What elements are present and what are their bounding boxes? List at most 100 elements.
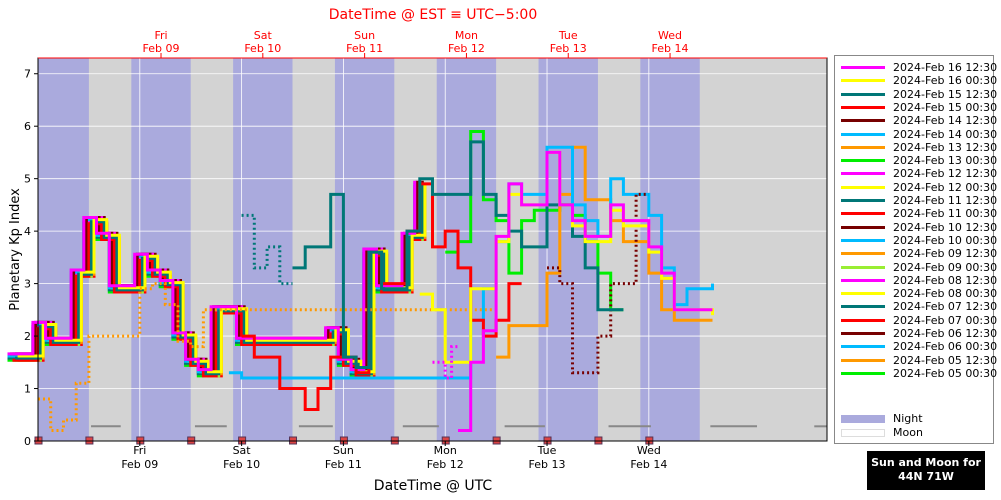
top-tick-day: Wed [658, 29, 682, 42]
legend-swatch [841, 199, 885, 202]
legend-label: 2024-Feb 12 12:30 [893, 167, 998, 181]
night-band [538, 58, 598, 441]
x-tick-day: Sun [333, 444, 354, 457]
legend-label: 2024-Feb 06 00:30 [893, 340, 998, 354]
y-tick-label: 7 [24, 68, 31, 81]
legend-swatch [841, 238, 885, 242]
legend-label: 2024-Feb 08 12:30 [893, 273, 998, 287]
series-line-late-3-dotted [547, 192, 649, 375]
legend-swatch [841, 105, 885, 109]
top-tick-day: Mon [455, 29, 478, 42]
legend-swatch [841, 66, 885, 69]
y-tick-label: 0 [24, 435, 31, 448]
legend-swatch [841, 265, 885, 269]
legend-swatch [841, 345, 885, 349]
top-tick-day: Sat [254, 29, 273, 42]
x-tick-day: Wed [637, 444, 661, 457]
legend-label: 2024-Feb 05 00:30 [893, 366, 998, 380]
legend-swatch [841, 145, 885, 149]
x-tick-day: Tue [537, 444, 557, 457]
night-band [131, 58, 191, 441]
legend-swatch [841, 132, 885, 136]
x-tick-date: Feb 11 [325, 458, 362, 471]
series-line-late-5-dotted [241, 213, 293, 286]
series-line-late-1 [496, 145, 713, 359]
series-line-12 [12, 187, 422, 378]
legend-label-moon: Moon [893, 426, 923, 439]
x-tick-date: Feb 14 [630, 458, 667, 471]
x-tick-date: Feb 09 [121, 458, 158, 471]
top-tick-day: Sun [354, 29, 375, 42]
top-tick-day: Tue [558, 29, 578, 42]
legend-label: 2024-Feb 11 12:30 [893, 194, 998, 207]
night-band [38, 58, 89, 441]
legend-label: 2024-Feb 09 00:30 [893, 260, 998, 274]
legend-label: 2024-Feb 14 12:30 [893, 114, 998, 128]
x-tick-day: Mon [434, 444, 457, 457]
sun-moon-line1: Sun and Moon for [871, 456, 981, 469]
top-tick-date: Feb 09 [143, 42, 180, 55]
y-tick-label: 5 [24, 173, 31, 186]
legend-label: 2024-Feb 05 12:30 [893, 353, 998, 367]
top-axis-title: DateTime @ EST ≡ UTC−5:00 [329, 7, 537, 23]
legend-swatch-night [841, 415, 885, 423]
legend-label: 2024-Feb 10 00:30 [893, 233, 998, 247]
legend-label: 2024-Feb 15 00:30 [893, 100, 998, 114]
legend-swatch [841, 225, 885, 229]
sun-moon-line2: 44N 71W [898, 470, 954, 483]
legend: 2024-Feb 16 12:30 2024-Feb 16 00:30 2024-F… [834, 55, 998, 444]
legend-swatch [841, 252, 885, 256]
x-tick-date: Feb 13 [529, 458, 566, 471]
legend-label: 2024-Feb 08 00:30 [893, 287, 998, 301]
legend-label-night: Night [893, 412, 923, 425]
x-tick-day: Fri [133, 444, 146, 457]
legend-label: 2024-Feb 16 12:30 [893, 61, 998, 74]
legend-swatch [841, 358, 885, 362]
legend-swatch [841, 185, 885, 189]
night-band [233, 58, 293, 441]
bottom-axis-title: DateTime @ UTC [374, 478, 493, 494]
legend-swatch [841, 292, 885, 296]
x-tick-date: Feb 10 [223, 458, 260, 471]
legend-label: 2024-Feb 14 00:30 [893, 127, 998, 141]
legend-label: 2024-Feb 13 00:30 [893, 154, 998, 168]
top-tick-date: Feb 14 [652, 42, 689, 55]
series-line-late-1-dotted [38, 282, 497, 432]
legend-swatch [841, 79, 885, 83]
legend-swatch [841, 371, 885, 375]
night-band [436, 58, 497, 441]
legend-label: 2024-Feb 10 12:30 [893, 220, 998, 234]
top-tick-date: Feb 10 [244, 42, 281, 55]
top-tick-date: Feb 11 [346, 42, 383, 55]
top-tick-date: Feb 12 [448, 42, 485, 55]
series-line-late-7 [458, 150, 713, 432]
legend-label: 2024-Feb 15 12:30 [893, 87, 998, 101]
legend-label: 2024-Feb 07 00:30 [893, 313, 998, 327]
legend-label: 2024-Feb 16 00:30 [893, 74, 998, 88]
legend-swatch [841, 278, 885, 282]
legend-label: 2024-Feb 12 00:30 [893, 180, 998, 194]
y-tick-label: 4 [24, 225, 31, 238]
series-line-late-7-dotted [432, 345, 458, 380]
top-tick-date: Feb 13 [550, 42, 587, 55]
y-axis-label: Planetary Kp Index [8, 188, 23, 311]
y-tick-label: 2 [24, 330, 31, 343]
x-tick-day: Sat [233, 444, 252, 457]
legend-swatch [841, 332, 885, 335]
y-tick-label: 6 [24, 120, 31, 133]
x-tick-date: Feb 12 [427, 458, 464, 471]
legend-swatch [841, 92, 885, 96]
legend-label: 2024-Feb 09 12:30 [893, 247, 998, 261]
legend-swatch [841, 305, 885, 309]
legend-swatch-moon [841, 429, 885, 437]
legend-swatch [841, 172, 885, 176]
legend-swatch [841, 159, 885, 163]
sun-moon-box: Sun and Moon for 44N 71W [867, 451, 985, 490]
legend-label: 2024-Feb 06 12:30 [893, 327, 998, 340]
legend-label: 2024-Feb 11 00:30 [893, 207, 998, 221]
y-tick-label: 1 [24, 383, 31, 396]
legend-swatch [841, 318, 885, 322]
legend-label: 2024-Feb 07 12:30 [893, 300, 998, 314]
legend-swatch [841, 119, 885, 123]
